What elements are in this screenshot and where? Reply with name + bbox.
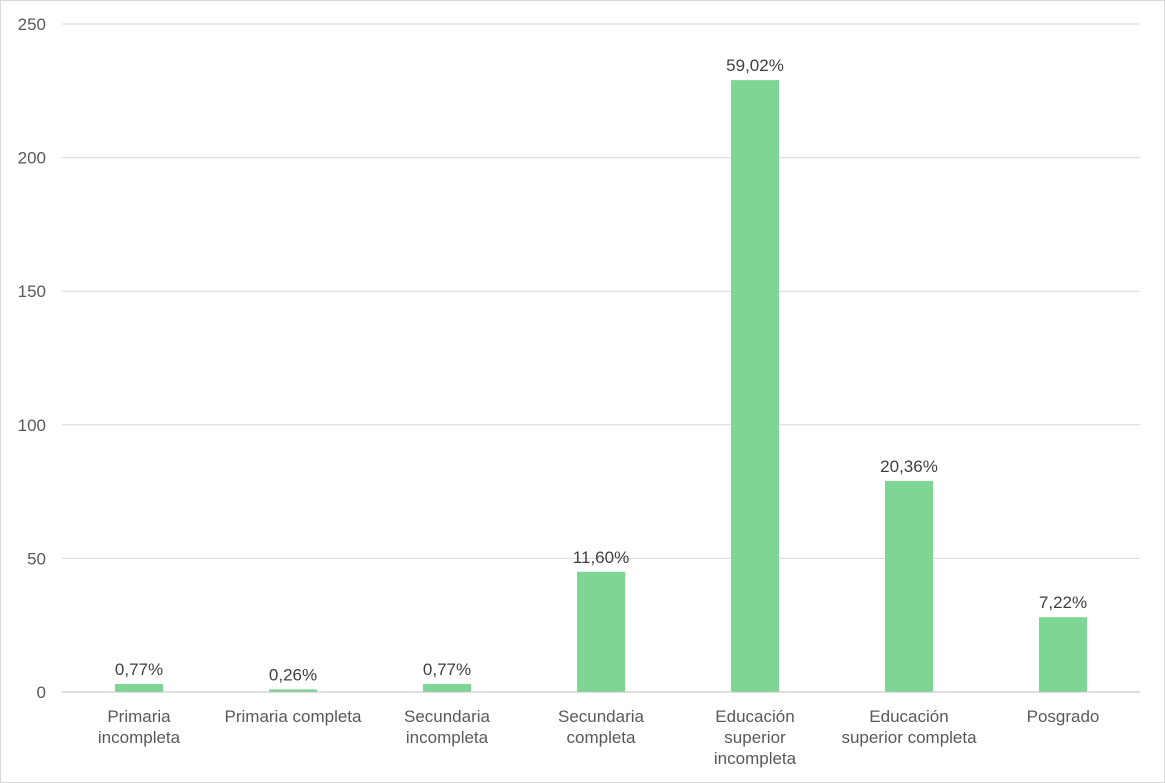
bar	[423, 683, 471, 692]
x-category-label: Educación	[869, 707, 948, 726]
data-label: 7,22%	[1039, 593, 1087, 612]
x-category-label: Secundaria	[558, 707, 645, 726]
y-axis-ticks: 0 50 100 150 200 250	[18, 15, 46, 702]
data-label: 0,26%	[269, 665, 317, 684]
data-label: 0,77%	[423, 660, 471, 679]
bar	[731, 80, 779, 692]
bar	[1039, 617, 1087, 692]
x-category-label: incompleta	[98, 728, 181, 747]
y-tick-label: 100	[18, 416, 46, 435]
x-axis-categories: Primaria incompleta Primaria completa Secun…	[98, 707, 1100, 768]
x-category-label: Primaria completa	[225, 707, 363, 726]
x-category-label: superior completa	[841, 728, 977, 747]
x-category-label: Secundaria	[404, 707, 491, 726]
x-category-label: completa	[567, 728, 637, 747]
data-label: 20,36%	[880, 457, 938, 476]
bar	[269, 689, 317, 692]
x-category-label: Posgrado	[1027, 707, 1100, 726]
bars	[115, 80, 1087, 692]
y-tick-label: 150	[18, 282, 46, 301]
x-category-label: Primaria	[107, 707, 171, 726]
gridlines	[62, 23, 1140, 559]
y-tick-label: 50	[27, 549, 46, 568]
y-tick-label: 250	[18, 15, 46, 34]
x-category-label: incompleta	[406, 728, 489, 747]
y-tick-label: 0	[37, 683, 46, 702]
data-label: 59,02%	[726, 56, 784, 75]
x-category-label: superior	[724, 728, 786, 747]
bar	[885, 480, 933, 692]
data-labels: 0,77% 0,26% 0,77% 11,60% 59,02% 20,36% 7,22%	[115, 56, 1087, 684]
bar	[115, 683, 163, 692]
x-category-label: incompleta	[714, 749, 797, 768]
data-label: 0,77%	[115, 660, 163, 679]
y-tick-label: 200	[18, 149, 46, 168]
bar	[577, 571, 625, 692]
x-category-label: Educación	[715, 707, 794, 726]
data-label: 11,60%	[573, 548, 629, 567]
